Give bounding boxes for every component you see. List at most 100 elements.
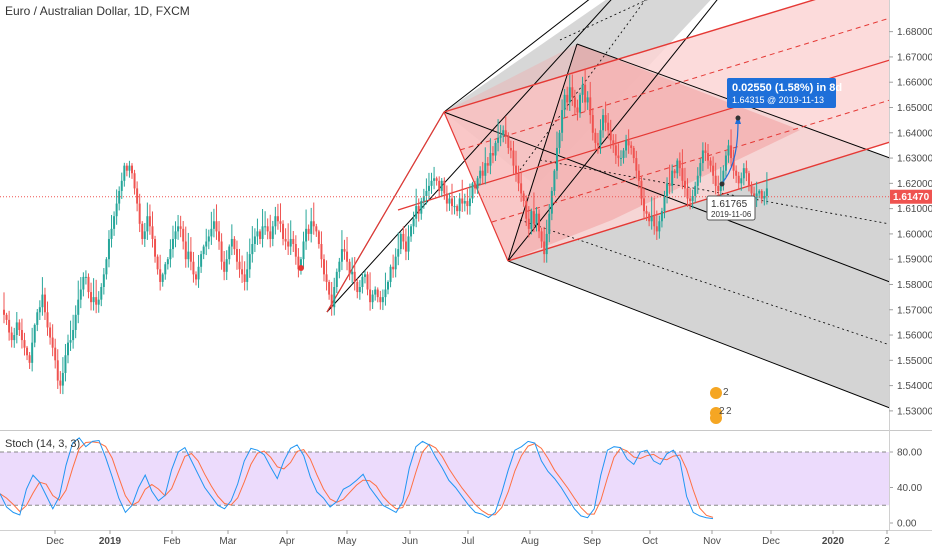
candle	[161, 272, 164, 287]
candle-body	[141, 223, 144, 239]
candle	[307, 224, 310, 241]
candle-body	[381, 297, 384, 303]
candle-body	[691, 195, 694, 202]
candle-body	[484, 163, 487, 176]
time-tick-label: Mar	[219, 536, 237, 547]
candle	[43, 287, 46, 320]
candle-body	[548, 213, 551, 234]
candle	[456, 204, 459, 216]
candle-body	[182, 228, 185, 242]
price-tick-label: 1.56000	[897, 331, 932, 342]
candle	[402, 226, 405, 250]
candle-body	[223, 261, 226, 272]
candle	[653, 197, 656, 235]
candle	[174, 221, 177, 248]
candle	[315, 223, 318, 237]
time-axis[interactable]: Dec 2019 Feb Mar Apr May Jun Jul Aug Sep Oct Nov Dec…	[46, 530, 890, 547]
candle-body	[755, 193, 758, 199]
candle	[361, 273, 364, 294]
candle-body	[310, 221, 313, 234]
price-axis[interactable]: 1.68000 1.67000 1.66000 1.65000 1.64000 1.630…	[889, 27, 932, 417]
candle	[302, 231, 305, 268]
candle-body	[553, 170, 556, 191]
candle	[348, 258, 351, 281]
candle	[589, 81, 592, 124]
event-badge-icon	[710, 412, 722, 424]
candle-body	[49, 327, 52, 338]
candle-body	[422, 195, 425, 202]
candle-body	[384, 289, 387, 298]
candle	[87, 273, 90, 299]
candle-body	[461, 198, 464, 204]
candle-body	[509, 147, 512, 151]
price-tick-label: 1.66000	[897, 78, 932, 89]
time-tick-label: Dec	[762, 536, 780, 547]
candle-body	[668, 183, 671, 186]
candle-body	[602, 115, 605, 131]
time-tick-label: Aug	[521, 536, 539, 547]
candle	[704, 142, 707, 161]
candle	[18, 319, 21, 336]
candle	[566, 86, 569, 111]
candle	[522, 190, 525, 207]
candle-body	[696, 175, 699, 186]
candle	[84, 270, 87, 285]
candle-body	[471, 183, 474, 199]
candle-body	[241, 269, 244, 275]
stoch-level-label: 40.00	[897, 483, 922, 494]
candle-body	[643, 198, 645, 212]
candle	[369, 272, 372, 311]
candle-body	[335, 271, 338, 287]
candle-body	[599, 130, 602, 146]
candle	[233, 236, 236, 255]
candle	[435, 176, 438, 186]
candle-body	[287, 241, 290, 247]
candle-body	[274, 216, 277, 227]
candle	[28, 352, 31, 369]
candle	[131, 163, 133, 179]
candle	[491, 146, 494, 164]
candle	[248, 238, 251, 278]
candle-body	[200, 254, 203, 267]
candle-body	[474, 183, 477, 189]
candle-body	[727, 145, 730, 156]
candle	[545, 219, 548, 263]
pitchfork-drawings[interactable]	[326, 0, 890, 409]
candle	[184, 226, 187, 268]
candle	[694, 181, 697, 203]
candle	[430, 172, 433, 194]
candle-body	[38, 307, 41, 313]
candle-body	[576, 107, 579, 113]
candle	[420, 197, 423, 220]
candle	[292, 230, 295, 252]
candle	[730, 129, 733, 167]
candle	[230, 224, 233, 256]
time-tick-label: Feb	[163, 536, 181, 547]
candle	[737, 171, 740, 190]
candle	[417, 198, 420, 222]
last-price-badge-text: 1.61470	[893, 192, 930, 203]
candle	[412, 211, 415, 235]
candle-body	[640, 180, 643, 199]
candle-body	[20, 329, 23, 341]
candle-body	[494, 142, 497, 156]
candle-body	[658, 221, 661, 232]
candle-body	[584, 84, 587, 103]
candle	[630, 141, 633, 155]
pitchfork-red-lower-tine	[507, 141, 890, 262]
time-tick-label: May	[338, 536, 357, 547]
candle	[335, 268, 338, 294]
candle-body	[166, 259, 169, 265]
stoch-title: Stoch (14, 3, 3)	[5, 438, 80, 450]
candle-body	[348, 261, 351, 275]
candle-body	[689, 198, 692, 202]
candle-body	[205, 241, 208, 247]
candle-body	[174, 231, 177, 239]
event-marker-dot	[298, 265, 304, 271]
candle-body	[220, 241, 223, 262]
candle	[691, 189, 694, 209]
candle-body	[353, 271, 356, 282]
candle	[625, 134, 628, 158]
